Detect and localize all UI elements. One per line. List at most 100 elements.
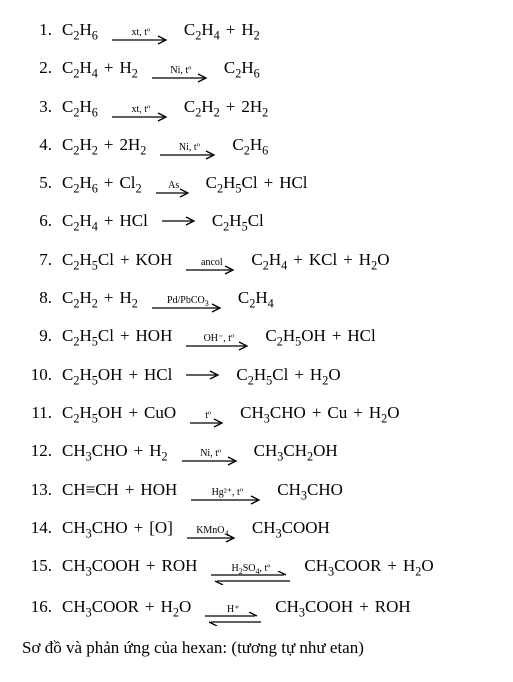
equation-body: CH3COOR+H2OH⁺ CH3COOH+ROH — [62, 591, 411, 626]
arrow-icon — [110, 35, 172, 45]
plus: + — [359, 591, 369, 623]
arrow-icon — [203, 612, 263, 626]
formula: C2H2 — [184, 91, 220, 123]
formula: H2O — [310, 359, 341, 391]
arrow-icon — [110, 112, 172, 122]
formula: C2H2 — [62, 129, 98, 161]
formula: KOH — [136, 244, 173, 276]
equation-body: CH3CHO+[O]KMnO4 CH3COOH — [62, 512, 330, 544]
formula: C2H4 — [238, 282, 274, 314]
formula: C2H6 — [232, 129, 268, 161]
formula: KCl — [309, 244, 337, 276]
plus: + — [226, 14, 236, 46]
formula: CH3CHO — [277, 474, 343, 506]
equation-number: 8. — [22, 282, 52, 314]
formula: C2H6 — [224, 52, 260, 84]
formula: C2H2 — [62, 282, 98, 314]
plus: + — [134, 512, 144, 544]
equation-row: 13.CH≡CH+HOHHg²⁺, tº CH3CHO — [22, 474, 495, 506]
plus: + — [120, 244, 130, 276]
arrow-icon — [150, 73, 212, 83]
formula: HCl — [144, 359, 172, 391]
arrow-icon — [184, 341, 253, 351]
plus: + — [104, 282, 114, 314]
reaction-arrow: As — [154, 181, 194, 198]
plus: + — [353, 397, 363, 429]
equation-number: 1. — [22, 14, 52, 46]
formula: C2H4 — [184, 14, 220, 46]
equation-row: 9.C2H5Cl+HOHOH⁻, tº C2H5OH+HCl — [22, 320, 495, 352]
reaction-arrow: Ni, tº — [180, 449, 242, 466]
equation-body: C2H5OH+CuOtº CH3CHO+Cu+H2O — [62, 397, 400, 429]
reaction-arrow: ancol — [184, 258, 239, 275]
equation-body: C2H6xt, tº C2H4+H2 — [62, 14, 260, 46]
plus: + — [145, 591, 155, 623]
plus: + — [104, 205, 114, 237]
formula: [O] — [149, 512, 173, 544]
formula: C2H4 — [251, 244, 287, 276]
equation-number: 4. — [22, 129, 52, 161]
equation-row: 7.C2H5Cl+KOHancol C2H4+KCl+H2O — [22, 244, 495, 276]
equation-row: 15.CH3COOH+ROHH2SO4, tº CH3COOR+H2O — [22, 550, 495, 585]
equation-row: 8.C2H2+H2Pd/PbCO3 C2H4 — [22, 282, 495, 314]
formula: CH≡CH — [62, 474, 119, 506]
formula: CH3COOH — [252, 512, 330, 544]
equation-body: C2H4+H2Ni, tº C2H6 — [62, 52, 260, 84]
formula: ROH — [162, 550, 198, 582]
equation-body: C2H5Cl+HOHOH⁻, tº C2H5OH+HCl — [62, 320, 376, 352]
formula: 2H2 — [241, 91, 268, 123]
plus: + — [134, 435, 144, 467]
plus: + — [312, 397, 322, 429]
equation-number: 5. — [22, 167, 52, 199]
arrow-icon — [158, 150, 220, 160]
arrow-icon — [188, 418, 228, 428]
formula: HOH — [136, 320, 173, 352]
formula: HCl — [347, 320, 375, 352]
equation-number: 2. — [22, 52, 52, 84]
equation-body: C2H6+Cl2As C2H5Cl+HCl — [62, 167, 308, 199]
reaction-arrow: Pd/PbCO3 — [150, 296, 226, 313]
formula: ROH — [375, 591, 411, 623]
formula: CuO — [144, 397, 176, 429]
plus: + — [294, 359, 304, 391]
reaction-arrow: xt, tº — [110, 28, 172, 45]
formula: CH3CH2OH — [254, 435, 338, 467]
formula: CH3COOR — [304, 550, 381, 582]
formula: H2 — [241, 14, 259, 46]
plus: + — [226, 91, 236, 123]
arrow-icon — [160, 216, 200, 226]
arrow-icon — [189, 495, 265, 505]
equation-body: C2H2+2H2Ni, tº C2H6 — [62, 129, 268, 161]
formula: C2H5OH — [62, 397, 122, 429]
equation-number: 12. — [22, 435, 52, 467]
reaction-arrow: Ni, tº — [158, 143, 220, 160]
equation-row: 16.CH3COOR+H2OH⁺ CH3COOH+ROH — [22, 591, 495, 626]
equation-number: 14. — [22, 512, 52, 544]
formula: H2O — [359, 244, 390, 276]
equation-row: 14.CH3CHO+[O]KMnO4 CH3COOH — [22, 512, 495, 544]
reaction-arrow: xt, tº — [110, 105, 172, 122]
equation-row: 10.C2H5OH+HCl C2H5Cl+H2O — [22, 359, 495, 391]
plus: + — [120, 320, 130, 352]
chemistry-equation-list: 1.C2H6xt, tº C2H4+H22.C2H4+H2Ni, tº C2H6… — [0, 0, 513, 682]
equation-body: CH≡CH+HOHHg²⁺, tº CH3CHO — [62, 474, 343, 506]
equation-body: C2H5OH+HCl C2H5Cl+H2O — [62, 359, 341, 391]
equation-number: 11. — [22, 397, 52, 429]
arrow-icon — [209, 571, 292, 585]
formula: HCl — [279, 167, 307, 199]
reaction-arrow: KMnO4 — [185, 526, 240, 543]
plus: + — [387, 550, 397, 582]
formula: C2H5Cl — [62, 244, 114, 276]
footer-note: Sơ đồ và phản ứng của hexan: (tương tự n… — [22, 632, 495, 664]
plus: + — [104, 129, 114, 161]
formula: C2H6 — [62, 91, 98, 123]
equilibrium-arrow: H⁺ — [203, 605, 263, 626]
formula: H2 — [149, 435, 167, 467]
plus: + — [128, 397, 138, 429]
equation-row: 2. C2H4+H2Ni, tº C2H6 — [22, 52, 495, 84]
plus: + — [264, 167, 274, 199]
plus: + — [146, 550, 156, 582]
formula: HOH — [140, 474, 177, 506]
formula: CH3CHO — [62, 435, 128, 467]
plus: + — [125, 474, 135, 506]
